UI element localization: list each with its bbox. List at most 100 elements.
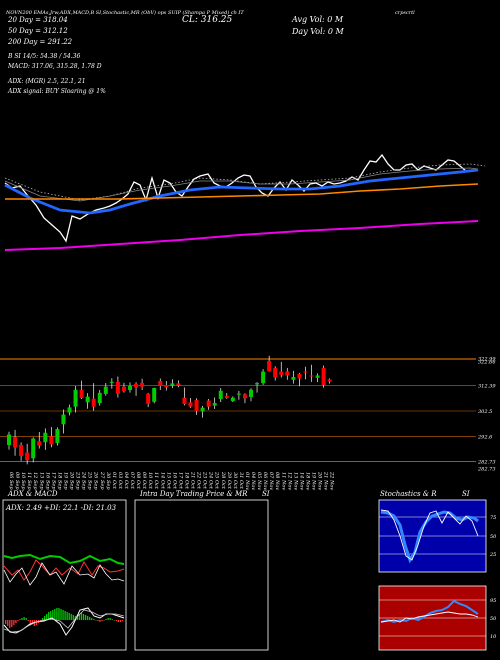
macd-bar (91, 618, 93, 620)
macd-bar (52, 610, 54, 620)
macd-bar (64, 611, 66, 620)
date-tick-label: 19 Nov (311, 472, 317, 490)
chart-title: NOVN200 EMAs,Jrw,ADX,MACD,B SI,Stochasti… (5, 9, 244, 16)
candle-body (321, 367, 326, 385)
macd-bar (72, 615, 74, 620)
macd-bar (35, 620, 38, 625)
grey-line (4, 167, 479, 202)
intraday-title: Intra Day Trading Price & MR (139, 490, 248, 498)
candle-body (212, 403, 217, 406)
candle-body (267, 360, 272, 372)
stoch-si-label: SI (462, 490, 470, 498)
date-tick-label: 18 Sep (56, 472, 62, 490)
candle-body (43, 432, 48, 443)
candle-body (309, 375, 314, 377)
date-tick-label: 21 Oct (190, 471, 196, 490)
rsi-tick-10: 10 (490, 634, 497, 640)
date-tick-label: 09 Sep (14, 472, 20, 490)
rsi-tick-50: 50 (490, 616, 497, 622)
stoch-tick-25: 25 (489, 552, 496, 558)
price-grid (0, 358, 476, 462)
candle-body (297, 373, 302, 379)
macd-bar (29, 620, 31, 623)
stoch-tick-50: 50 (490, 534, 497, 540)
adx-red-line (3, 559, 125, 581)
candle-body (236, 393, 241, 395)
intraday-si-label: SI (262, 490, 270, 498)
rsi-white-line (380, 611, 479, 623)
candle-body (109, 381, 114, 383)
candle-body (182, 397, 187, 405)
date-tick-label: 18 Oct (183, 472, 189, 490)
macd-bar (68, 613, 70, 620)
candle-body (7, 434, 11, 445)
date-tick-label: 01 Oct (111, 472, 117, 490)
macd-bar (107, 618, 109, 620)
date-tick-label: 17 Sep (50, 472, 56, 490)
day-vol-label: Day Vol: 0 M (291, 27, 345, 36)
stoch-tick-75: 75 (490, 515, 496, 521)
candle-body (128, 385, 132, 391)
ema200-line (4, 220, 479, 251)
date-tick-label: 07 Oct (129, 472, 135, 490)
candle-body (85, 396, 90, 403)
macd-bar (31, 620, 33, 624)
date-tick-label: 25 Sep (87, 471, 93, 490)
date-tick-label: 21 Nov (323, 471, 329, 490)
candle-body (303, 371, 308, 373)
macd-bar (54, 609, 56, 620)
candle-body (31, 438, 36, 459)
macd-bar (89, 617, 91, 620)
macd-bar (119, 620, 122, 622)
macd-bar (15, 620, 17, 623)
rsi-blue-line (380, 599, 479, 624)
macd-bar (105, 619, 107, 620)
adx-label: ADX: (MGR) 2.5, 22.1, 21 (7, 78, 86, 85)
date-tick-label: 07 Nov (268, 472, 274, 490)
date-tick-label: 17 Oct (177, 472, 183, 490)
dotted-line (4, 163, 486, 201)
date-tick-label: 23 Oct (202, 471, 208, 490)
candle-body (49, 436, 54, 445)
date-tick-label: 14 Nov (298, 472, 304, 490)
candle-body (25, 452, 30, 461)
macd-bar (66, 612, 68, 620)
adx-signal-label: ADX signal: BUY Sloaring @ 1% (7, 88, 106, 95)
candle-body (67, 407, 72, 413)
macd-bar (9, 620, 11, 628)
candle-body (79, 389, 84, 398)
macd-bar (48, 612, 50, 620)
candle-body (188, 402, 193, 407)
candle-body (73, 389, 78, 407)
macd-bar (17, 620, 19, 621)
macd-bar (82, 614, 85, 620)
bsi-label: B SI 14/5: 54.38 / 54.36 (7, 53, 80, 60)
candle-body (55, 429, 60, 443)
macd-bar (58, 608, 60, 620)
candle-body (103, 386, 108, 394)
price-tick-label: 322.66 (478, 359, 496, 365)
candle-body (218, 390, 223, 399)
macd-bar (109, 618, 111, 620)
macd-bar (117, 620, 120, 622)
price-tick-label: 312.39 (478, 384, 496, 390)
candle-body (273, 368, 278, 378)
date-tick-label: 27 Sep (99, 471, 105, 490)
stoch-d-line (380, 509, 479, 561)
candle-body (261, 371, 266, 384)
macd-histogram (5, 608, 124, 628)
date-axis: 06 Sep 09 Sep 10 Sep 11 Sep 12 Sep 13 Sep 16 S… (8, 471, 335, 490)
macd-bar (19, 619, 21, 620)
candle-body (200, 407, 205, 412)
date-tick-label: 22 Nov (329, 471, 335, 490)
date-tick-label: 18 Nov (304, 472, 310, 490)
date-tick-label: 19 Sep (62, 472, 68, 490)
date-tick-label: 11 Oct (153, 472, 159, 490)
macd-bar (21, 618, 23, 620)
macd-bar (60, 609, 62, 620)
candle-body (115, 381, 120, 394)
macd-bar (87, 616, 89, 620)
date-tick-label: 08 Nov (274, 472, 280, 490)
macd-bar (103, 620, 105, 621)
date-tick-label: 03 Oct (117, 472, 123, 490)
